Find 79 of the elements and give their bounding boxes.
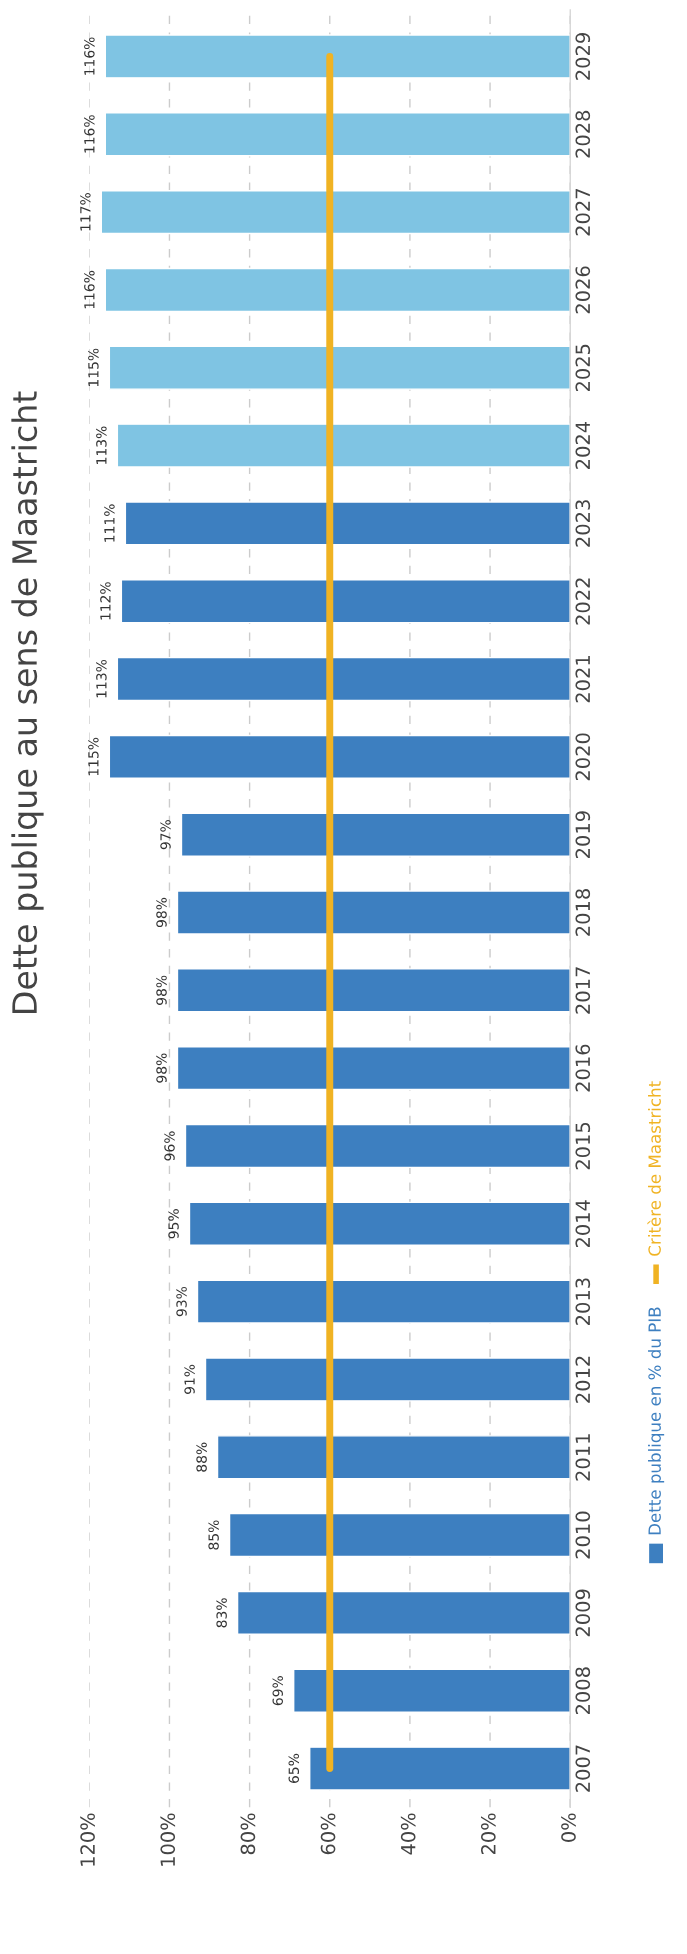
data-label: 117% bbox=[80, 193, 91, 231]
bar bbox=[184, 1123, 571, 1169]
data-label: 97% bbox=[160, 820, 171, 850]
text: Dette publique au sens de Maastricht bbox=[11, 391, 44, 1014]
bar bbox=[188, 1201, 571, 1246]
y-tick-label: 2025 bbox=[575, 344, 591, 392]
bar bbox=[116, 656, 571, 702]
y-tick-label: 2008 bbox=[575, 1667, 591, 1715]
y-tick-label: 2011 bbox=[575, 1434, 591, 1481]
bar bbox=[180, 812, 571, 857]
data-label: 112% bbox=[100, 582, 111, 620]
y-tick-label: 2029 bbox=[575, 33, 591, 80]
y-tick-label: 2020 bbox=[575, 733, 591, 781]
bar bbox=[216, 1435, 571, 1480]
data-label: 83% bbox=[216, 1598, 227, 1628]
data-label: 98% bbox=[156, 975, 167, 1005]
data-label: 115% bbox=[88, 737, 99, 776]
y-tick-label: 2027 bbox=[575, 189, 591, 236]
bar bbox=[176, 968, 571, 1013]
data-label: 113% bbox=[96, 659, 107, 698]
bar bbox=[116, 423, 571, 468]
data-label: 91% bbox=[184, 1364, 195, 1394]
y-tick-label: 2017 bbox=[575, 967, 591, 1014]
bar bbox=[108, 734, 571, 779]
bar bbox=[104, 267, 571, 313]
bar bbox=[236, 1590, 571, 1635]
y-tick-label: 2010 bbox=[575, 1511, 591, 1559]
bar bbox=[104, 34, 571, 79]
x-tick-label: 80% bbox=[240, 1813, 256, 1855]
data-label: 116% bbox=[84, 115, 95, 153]
x-tick-label: 40% bbox=[400, 1813, 416, 1855]
y-tick-label: 2021 bbox=[575, 656, 591, 703]
bar bbox=[228, 1512, 571, 1558]
bar bbox=[204, 1357, 571, 1402]
data-label: 88% bbox=[196, 1442, 207, 1472]
data-label: 96% bbox=[164, 1131, 175, 1161]
data-label: 95% bbox=[168, 1209, 179, 1239]
bar bbox=[309, 1746, 571, 1791]
data-label: 115% bbox=[88, 348, 99, 387]
text: Critère de Maastricht bbox=[647, 1081, 661, 1256]
data-label: 85% bbox=[208, 1520, 219, 1550]
bar bbox=[292, 1668, 571, 1713]
y-tick-label: 2013 bbox=[575, 1278, 591, 1325]
bar bbox=[196, 1279, 571, 1324]
bar bbox=[100, 190, 571, 235]
bar bbox=[176, 890, 571, 935]
data-label: 116% bbox=[84, 37, 95, 75]
data-label: 65% bbox=[288, 1753, 300, 1783]
bar bbox=[104, 112, 571, 157]
x-tick-label: 20% bbox=[480, 1813, 496, 1855]
y-tick-label: 2026 bbox=[575, 266, 591, 314]
bar bbox=[120, 579, 571, 624]
data-label: 111% bbox=[104, 504, 115, 542]
y-tick-label: 2022 bbox=[575, 578, 591, 625]
data-label: 98% bbox=[156, 1053, 167, 1083]
y-tick-label: 2007 bbox=[575, 1745, 591, 1792]
text: Dette publique en % du PIB bbox=[648, 1307, 665, 1535]
data-label: 93% bbox=[176, 1286, 187, 1317]
data-label: 113% bbox=[96, 426, 107, 464]
bar bbox=[176, 1046, 571, 1091]
y-tick-label: 2018 bbox=[575, 889, 591, 936]
x-tick-label: 60% bbox=[320, 1813, 336, 1855]
x-tick-label: 120% bbox=[80, 1813, 95, 1866]
x-tick-label: 0% bbox=[561, 1813, 576, 1842]
y-tick-label: 2019 bbox=[575, 811, 591, 858]
y-tick-label: 2023 bbox=[575, 500, 591, 547]
data-label: 98% bbox=[156, 897, 167, 928]
y-tick-label: 2014 bbox=[575, 1200, 591, 1248]
data-label: 116% bbox=[84, 270, 95, 309]
y-tick-label: 2028 bbox=[575, 110, 591, 158]
data-label: 69% bbox=[272, 1676, 283, 1706]
bar bbox=[108, 345, 571, 390]
x-tick-label: 100% bbox=[160, 1813, 176, 1866]
y-tick-label: 2009 bbox=[575, 1589, 591, 1637]
bar bbox=[124, 501, 571, 546]
y-tick-label: 2016 bbox=[575, 1044, 591, 1092]
y-tick-label: 2015 bbox=[575, 1122, 591, 1170]
y-tick-label: 2012 bbox=[575, 1356, 591, 1403]
y-tick-label: 2024 bbox=[575, 421, 591, 469]
